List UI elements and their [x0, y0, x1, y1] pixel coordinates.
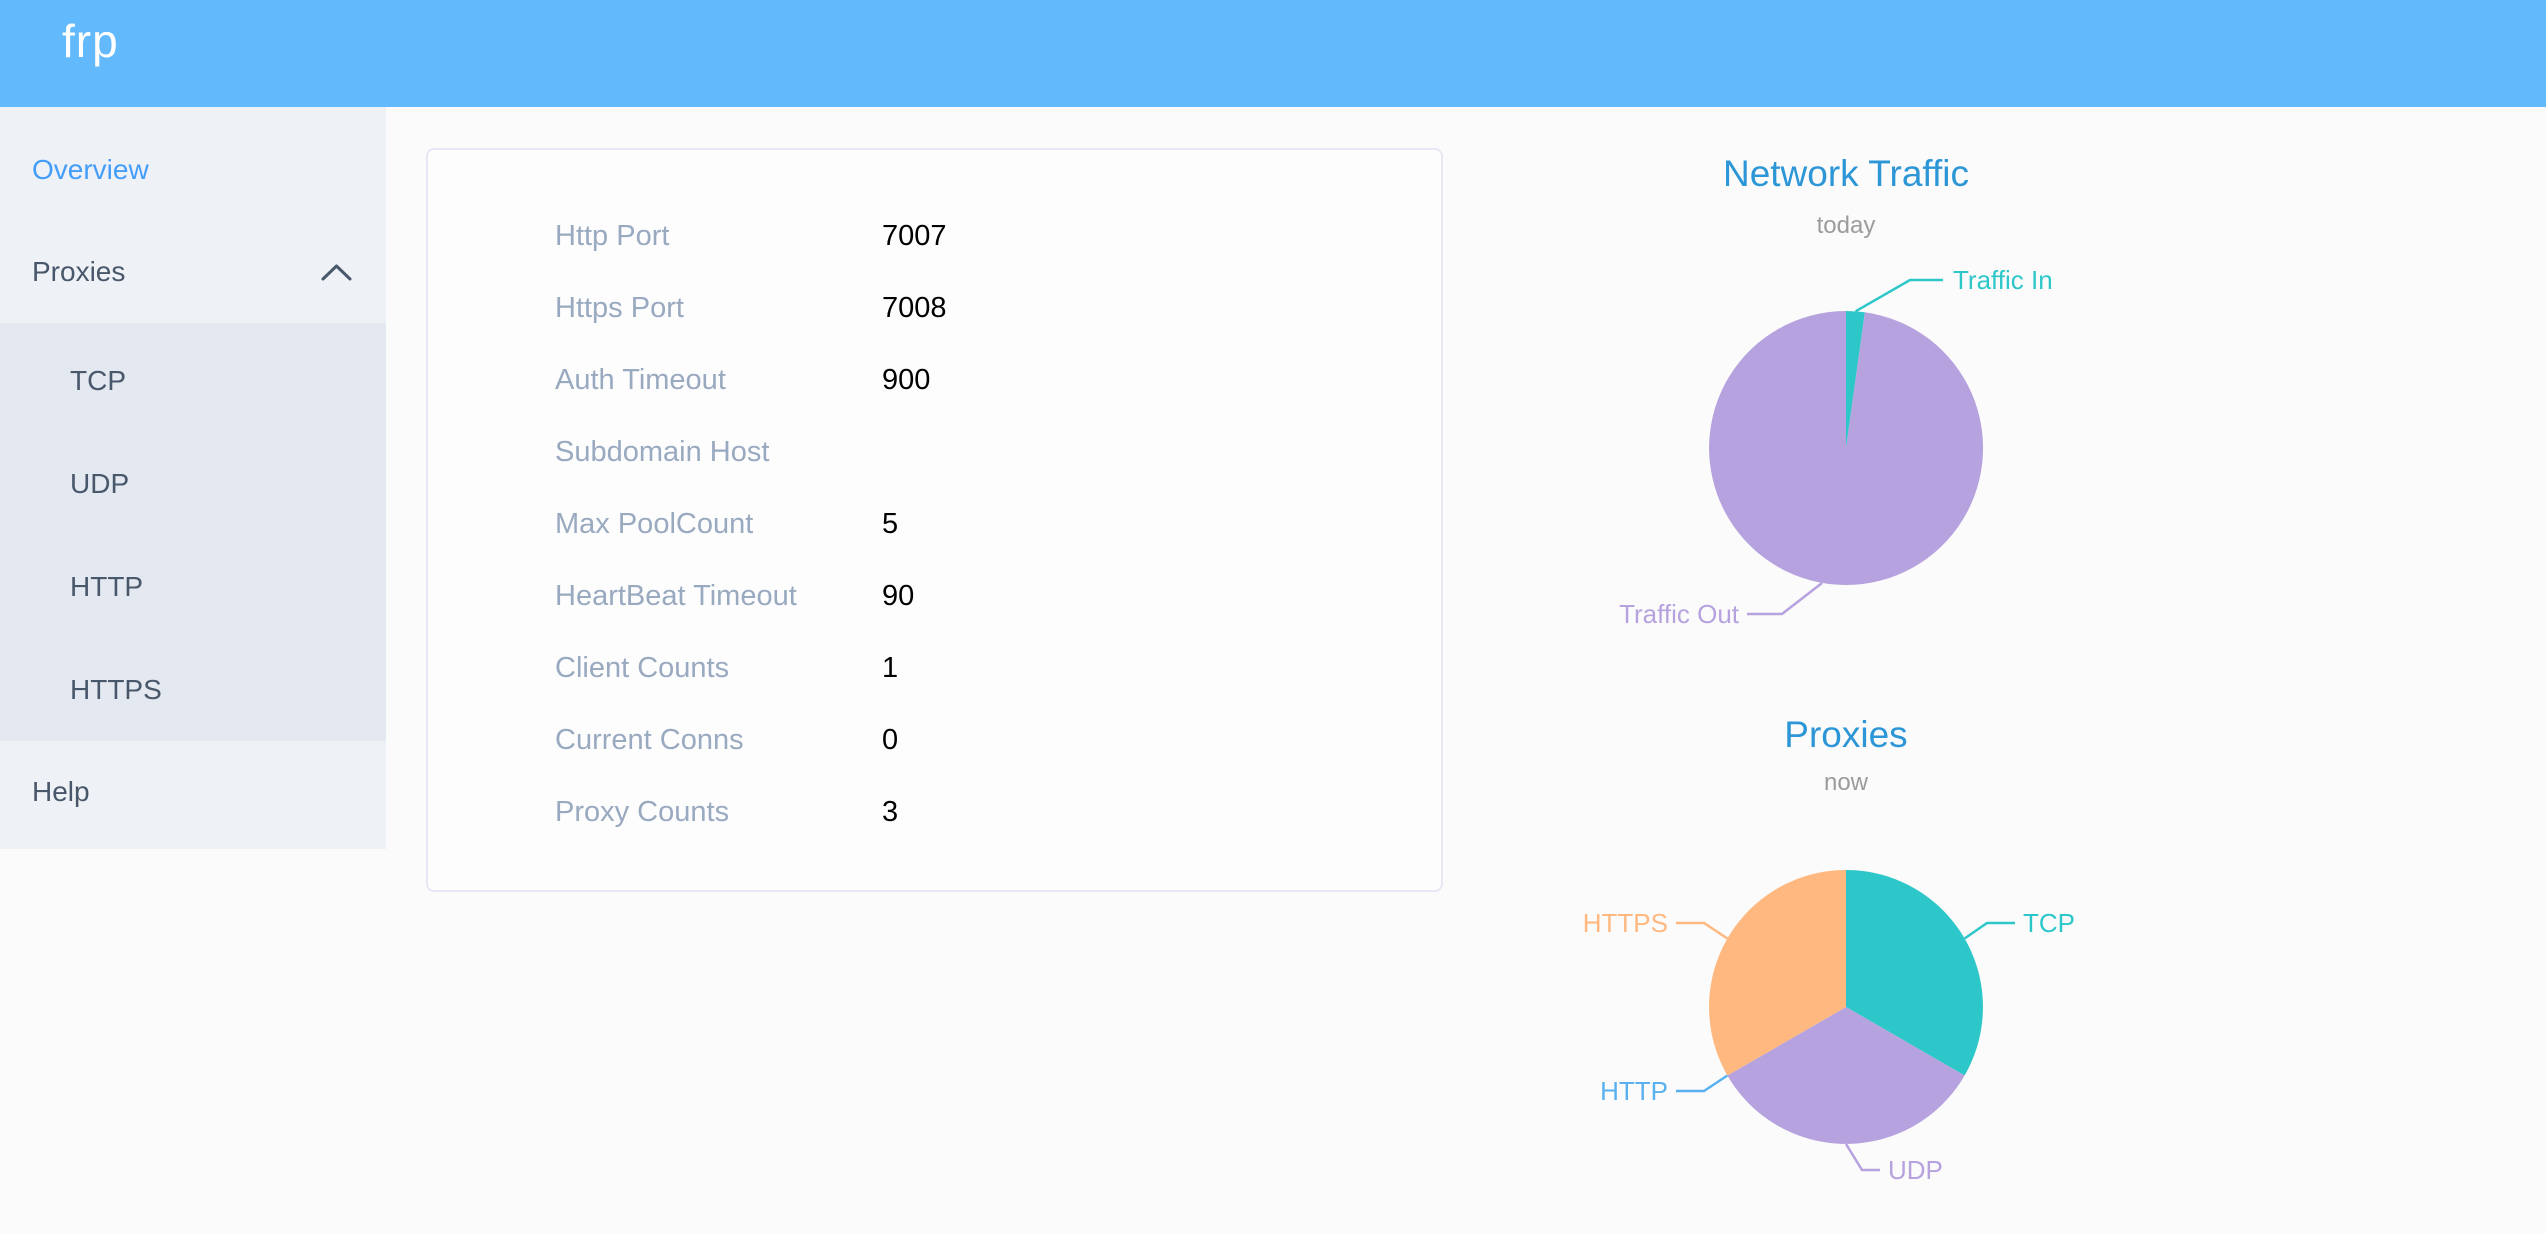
pie-label-line-tcp [1963, 921, 2015, 940]
pie-label-https: HTTPS [1583, 908, 1668, 938]
pie-slice-traffic-out [1709, 311, 1984, 585]
row-label: HeartBeat Timeout [555, 579, 797, 612]
pie-label-tcp: TCP [2023, 908, 2075, 938]
chevron-up-icon[interactable] [321, 264, 352, 281]
row-label: Subdomain Host [555, 435, 770, 468]
row-label: Proxy Counts [555, 795, 730, 828]
row-label: Https Port [555, 291, 684, 324]
row-label: Auth Timeout [555, 363, 726, 396]
table-row: Max PoolCount 5 [555, 488, 1441, 560]
pie-label-line-http [1676, 1074, 1729, 1093]
pie-label-line-udp [1844, 1143, 1880, 1172]
table-row: Auth Timeout 900 [555, 344, 1441, 416]
pie-label-line-traffic-in [1854, 278, 1943, 313]
sidebar-item-https[interactable]: HTTPS [0, 638, 386, 741]
app-header: frp [0, 0, 2546, 107]
pie-slice-https [1709, 870, 1846, 1076]
table-row: HeartBeat Timeout 90 [555, 560, 1441, 632]
pie-label-traffic-in: Traffic In [1953, 265, 2053, 295]
pie-label-traffic-out: Traffic Out [1619, 599, 1740, 629]
table-row: Https Port 7008 [555, 272, 1441, 344]
row-value: 7007 [882, 219, 947, 252]
proxies-chart-title: Proxies [1784, 714, 1908, 755]
server-info-panel: Http Port 7007 Https Port 7008 Auth Time… [426, 148, 1443, 892]
app-logo: frp [62, 15, 119, 67]
sidebar-item-http[interactable]: HTTP [0, 535, 386, 638]
row-label: Max PoolCount [555, 507, 754, 540]
sidebar-item-proxies[interactable]: Proxies [0, 221, 386, 323]
row-value: 3 [882, 795, 899, 828]
row-value: 1 [882, 651, 899, 684]
network-traffic-chart-subtitle: today [1816, 212, 1876, 239]
network-traffic-chart-title: Network Traffic [1722, 153, 1970, 194]
proxies-chart-subtitle: now [1823, 769, 1869, 796]
pie-label-line-https [1676, 921, 1729, 940]
row-value: 900 [882, 363, 931, 396]
sidebar-item-udp[interactable]: UDP [0, 432, 386, 535]
sidebar-item-tcp-label: TCP [70, 365, 126, 396]
pie-label-line-traffic-out [1747, 581, 1823, 616]
row-value: 0 [882, 723, 899, 756]
pie-slice-tcp [1846, 870, 1983, 1076]
pie-label-http: HTTP [1600, 1076, 1668, 1106]
sidebar-item-overview-label: Overview [32, 154, 149, 185]
sidebar-item-help-label: Help [32, 776, 90, 807]
pie-slice-traffic-in [1846, 310, 1865, 448]
sidebar-item-http-label: HTTP [70, 571, 144, 602]
table-row: Subdomain Host [555, 416, 1441, 488]
pie-label-udp: UDP [1888, 1155, 1943, 1185]
sidebar-item-overview[interactable]: Overview [0, 119, 386, 221]
sidebar-item-https-label: HTTPS [70, 674, 162, 705]
sidebar-menu: Overview Proxies TCP UDP HTTP HTTPS Help [0, 107, 386, 849]
table-row: Proxy Counts 3 [555, 776, 1441, 848]
sidebar-item-tcp[interactable]: TCP [0, 329, 386, 432]
table-row: Current Conns 0 [555, 704, 1441, 776]
proxies-submenu: TCP UDP HTTP HTTPS [0, 323, 386, 741]
sidebar-item-proxies-label: Proxies [32, 256, 126, 287]
row-label: Client Counts [555, 651, 730, 684]
row-label: Http Port [555, 219, 670, 252]
table-row: Client Counts 1 [555, 632, 1441, 704]
row-label: Current Conns [555, 723, 744, 756]
row-value: 5 [882, 507, 899, 540]
sidebar-item-help[interactable]: Help [0, 741, 386, 843]
sidebar-item-udp-label: UDP [70, 468, 130, 499]
pie-slice-udp [1727, 1007, 1965, 1144]
table-row: Http Port 7007 [555, 200, 1441, 272]
row-value: 90 [882, 579, 915, 612]
row-value: 7008 [882, 291, 947, 324]
